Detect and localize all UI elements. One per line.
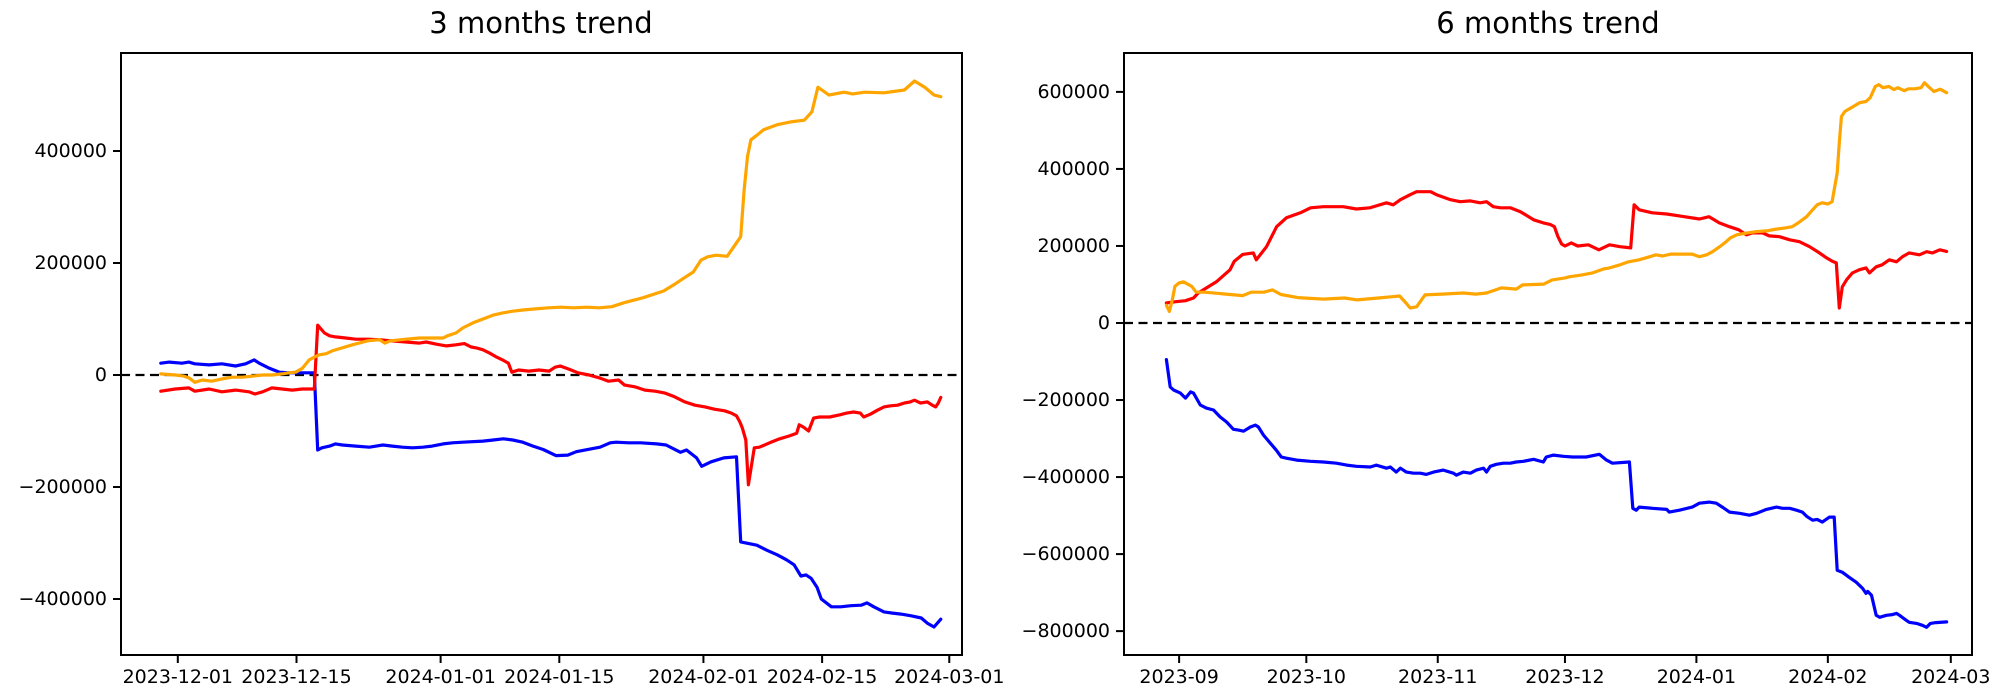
- chart-0-plot-frame: [120, 52, 963, 656]
- chart-1-y-tick-label: −200000: [1021, 389, 1110, 412]
- chart-1-series-orange-line: [1164, 81, 1949, 313]
- chart-0-x-tick-label: 2023-12-01: [122, 666, 233, 688]
- chart-1-y-tick-label: −600000: [1021, 543, 1110, 566]
- chart-0-y-tick-label: −200000: [18, 476, 107, 498]
- chart-0-y-tick-label: 400000: [34, 140, 107, 162]
- chart-0-x-tick-label: 2024-02-15: [766, 666, 878, 688]
- chart-1-x-tick-label: 2024-01: [1656, 666, 1737, 688]
- left-chart-title: 3 months trend: [429, 6, 653, 40]
- chart-1-x-tick-label: 2024-02: [1788, 666, 1868, 688]
- chart-0-series-red-line: [159, 323, 943, 487]
- chart-1-y-tick-label: 600000: [1037, 80, 1110, 103]
- chart-1-x-tick-label: 2023-10: [1266, 666, 1346, 688]
- chart-1-y-tick-label: 0: [1097, 311, 1110, 334]
- chart-1-x-tick-label: 2023-12: [1525, 666, 1605, 688]
- chart-0-series-orange-line: [159, 79, 943, 384]
- chart-0-x-tick-label: 2024-01-15: [504, 666, 615, 688]
- right-chart-title: 6 months trend: [1436, 6, 1660, 40]
- chart-0-x-tick-label: 2023-12-15: [241, 666, 352, 688]
- chart-1-x-tick-label: 2023-11: [1398, 666, 1478, 688]
- chart-0-y-tick-label: 200000: [34, 252, 107, 274]
- chart-0-y-tick-label: 0: [94, 364, 107, 386]
- chart-0-y-tick-label: −400000: [18, 588, 107, 610]
- chart-1-series-blue-line: [1164, 358, 1949, 629]
- chart-1-plot-frame: [1123, 52, 1973, 656]
- chart-1-x-tick-label: 2023-09: [1139, 666, 1219, 688]
- chart-1-x-tick-label: 2024-03: [1911, 666, 1991, 688]
- chart-1-y-tick-label: 200000: [1037, 234, 1110, 257]
- chart-1-y-tick-label: −400000: [1021, 466, 1110, 489]
- chart-0-x-tick-label: 2024-02-01: [648, 666, 759, 688]
- chart-0-series-blue-line: [159, 358, 943, 629]
- chart-1-series-red-line: [1164, 190, 1949, 310]
- chart-0-x-tick-label: 2024-01-01: [385, 666, 496, 688]
- chart-1-y-tick-label: −800000: [1021, 620, 1110, 643]
- chart-1-y-tick-label: 400000: [1037, 157, 1110, 180]
- chart-0-x-tick-label: 2024-03-01: [894, 666, 1005, 688]
